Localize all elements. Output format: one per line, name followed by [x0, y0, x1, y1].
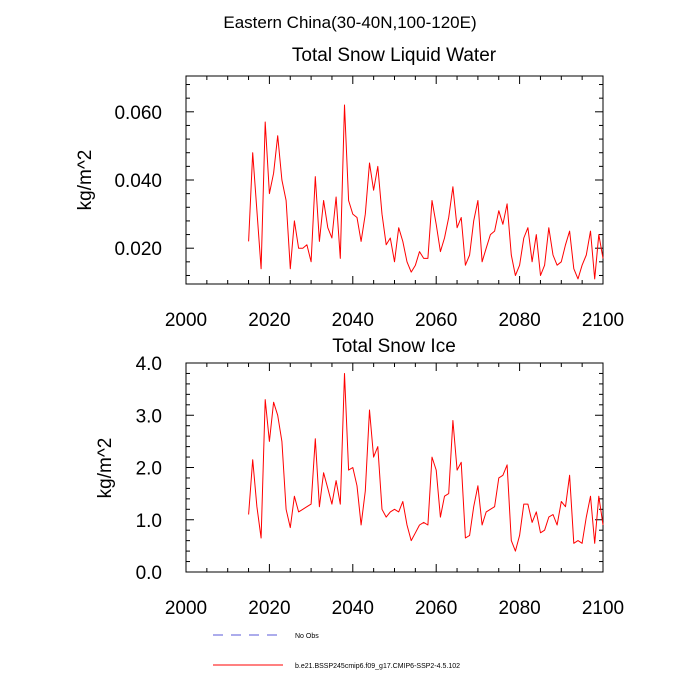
x-tick-label: 2060 — [415, 598, 457, 619]
legend-label-no-obs: No Obs — [295, 633, 319, 640]
y-axis-label: kg/m^2 — [75, 150, 96, 211]
y-tick-label: 1.0 — [136, 511, 162, 532]
panel-title-snow-liquid-water: Total Snow Liquid Water — [292, 45, 497, 66]
y-tick-label: 2.0 — [136, 459, 162, 480]
x-tick-label: 2040 — [332, 310, 374, 331]
y-tick-label: 0.0 — [136, 563, 162, 584]
plot-frame — [185, 362, 604, 573]
legend-label-model: b.e21.BSSP245cmip6.f09_g17.CMIP6-SSP2-4.… — [295, 663, 460, 670]
x-tick-label: 2000 — [165, 310, 207, 331]
y-tick-label: 0.060 — [114, 103, 162, 124]
x-tick-label: 2080 — [498, 310, 540, 331]
plot-frame — [185, 75, 604, 285]
x-tick-label: 2080 — [498, 598, 540, 619]
panel-snow-liquid-water: Total Snow Liquid Water kg/m^2 2000 2020 2… — [75, 45, 624, 331]
x-tick-label: 2000 — [165, 598, 207, 619]
series-line — [248, 373, 604, 552]
figure-title: Eastern China(30-40N,100-120E) — [223, 13, 476, 32]
y-tick-label: 4.0 — [136, 354, 162, 375]
panel-title-snow-ice: Total Snow Ice — [332, 336, 456, 357]
panel-snow-ice: Total Snow Ice kg/m^2 2000 2020 2040 2060 20… — [95, 336, 624, 619]
x-tick-label: 2040 — [332, 598, 374, 619]
x-tick-label: 2060 — [415, 310, 457, 331]
y-tick-label: 0.040 — [114, 171, 162, 192]
series-line — [248, 104, 604, 280]
x-tick-label: 2020 — [248, 598, 290, 619]
x-tick-label: 2100 — [582, 310, 624, 331]
legend: No Obs b.e21.BSSP245cmip6.f09_g17.CMIP6-… — [213, 633, 460, 670]
x-tick-label: 2020 — [248, 310, 290, 331]
x-tick-label: 2100 — [582, 598, 624, 619]
y-tick-label: 3.0 — [136, 406, 162, 427]
y-tick-label: 0.020 — [114, 239, 162, 260]
y-axis-label: kg/m^2 — [95, 438, 116, 499]
